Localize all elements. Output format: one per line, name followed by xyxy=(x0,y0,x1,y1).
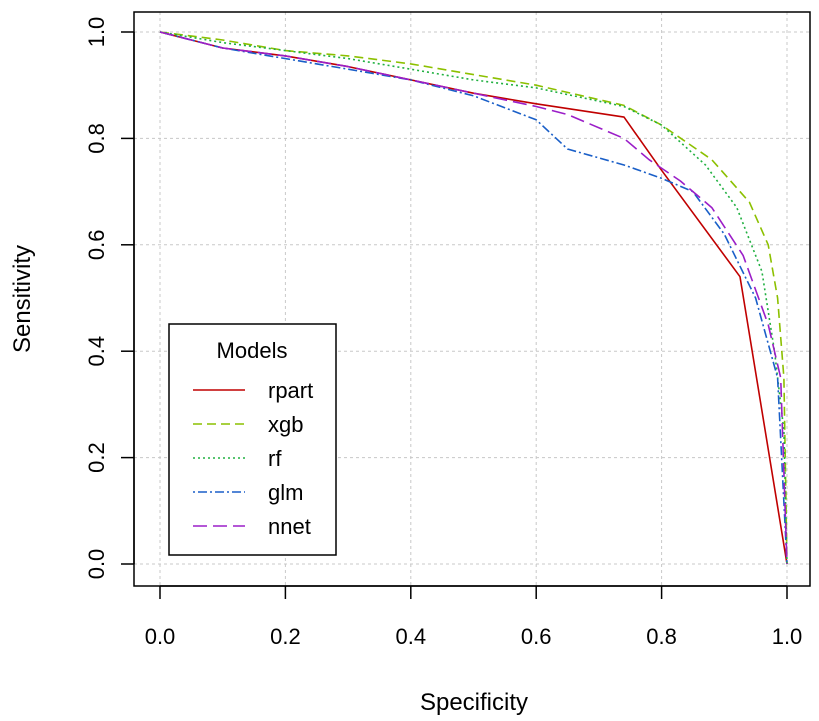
x-tick-label-5: 1.0 xyxy=(772,624,803,649)
y-axis: 0.0 0.2 0.4 0.6 0.8 1.0 xyxy=(84,17,135,580)
legend-label-xgb: xgb xyxy=(268,412,303,437)
series-line-rf xyxy=(159,31,788,565)
y-axis-title: Sensitivity xyxy=(9,245,36,353)
y-tick-label-1: 0.2 xyxy=(84,442,109,473)
series-layer xyxy=(159,31,788,565)
legend-label-rf: rf xyxy=(268,446,282,471)
y-tick-label-5: 1.0 xyxy=(84,17,109,48)
x-tick-label-2: 0.4 xyxy=(396,624,427,649)
y-tick-label-3: 0.6 xyxy=(84,230,109,261)
x-tick-label-4: 0.8 xyxy=(646,624,677,649)
y-tick-label-4: 0.8 xyxy=(84,123,109,154)
series-line-xgb xyxy=(159,31,788,565)
x-tick-label-1: 0.2 xyxy=(270,624,301,649)
x-tick-label-0: 0.0 xyxy=(145,624,176,649)
legend-items: rpart xgb rf glm nnet xyxy=(193,378,313,539)
series-line-nnet xyxy=(159,31,788,565)
legend-box xyxy=(168,323,337,556)
x-axis: 0.0 0.2 0.4 0.6 0.8 1.0 xyxy=(145,585,803,649)
x-axis-title: Specificity xyxy=(420,689,528,716)
legend: Models rpart xgb rf glm nnet xyxy=(168,323,337,556)
series-line-glm xyxy=(159,31,788,565)
legend-title: Models xyxy=(217,338,288,363)
legend-label-nnet: nnet xyxy=(268,514,311,539)
y-tick-label-2: 0.4 xyxy=(84,336,109,367)
legend-label-glm: glm xyxy=(268,480,303,505)
legend-label-rpart: rpart xyxy=(268,378,313,403)
y-tick-label-0: 0.0 xyxy=(84,549,109,580)
x-tick-label-3: 0.6 xyxy=(521,624,552,649)
grid xyxy=(134,12,810,586)
